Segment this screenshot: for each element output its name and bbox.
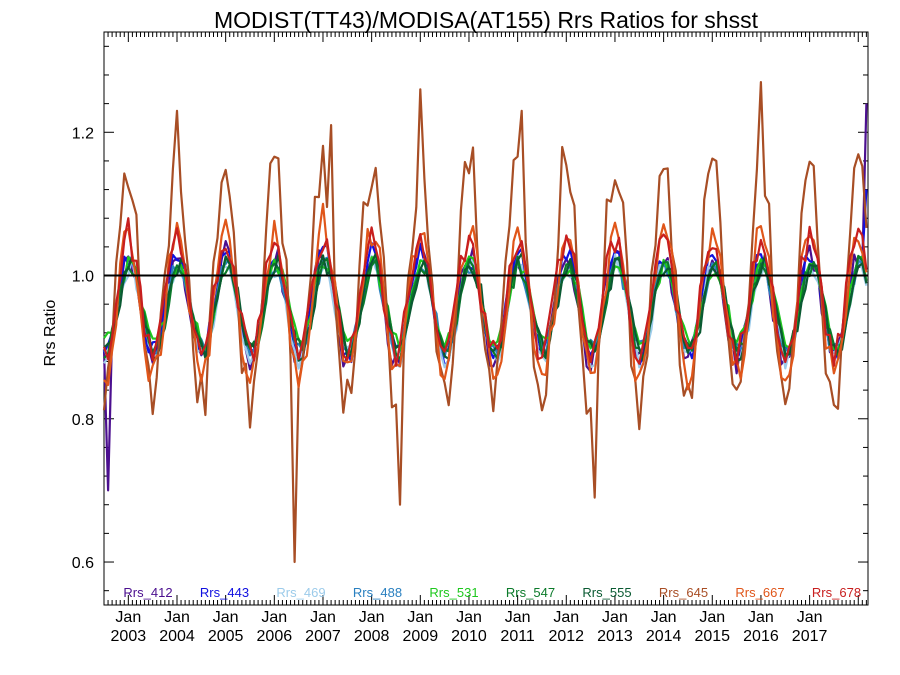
x-tick-year: 2010 <box>451 628 487 645</box>
legend-entry: Rrs_547 <box>506 585 555 600</box>
x-tick-month: Jan <box>115 609 141 626</box>
legend-entry: Rrs_443 <box>200 585 249 600</box>
x-tick-year: 2016 <box>743 628 779 645</box>
legend-entry: Rrs_667 <box>735 585 784 600</box>
series-line-rrs-645 <box>102 81 868 564</box>
plot-frame <box>103 31 869 606</box>
y-axis: 0.6 0.8 1.0 1.2 <box>72 45 868 592</box>
legend-entry: Rrs_645 <box>659 585 708 600</box>
legend-entry: Rrs_412 <box>123 585 172 600</box>
x-tick-month: Jan <box>456 609 482 626</box>
x-tick-month: Jan <box>797 609 823 626</box>
x-tick-month: Jan <box>213 609 239 626</box>
x-axis: Jan 2003 Jan 2004 Jan 2005 Jan 2006 Jan 2007 Jan 20… <box>103 32 867 645</box>
series-line-rrs-678 <box>102 217 868 367</box>
y-axis-label: Rrs Ratio <box>42 300 59 367</box>
x-tick-month: Jan <box>651 609 677 626</box>
x-tick-year: 2003 <box>111 628 147 645</box>
y-tick-label: 0.8 <box>72 412 94 429</box>
plot-border <box>103 31 869 606</box>
legend-entry: Rrs_555 <box>582 585 631 600</box>
x-tick-year: 2008 <box>354 628 390 645</box>
x-tick-month: Jan <box>553 609 579 626</box>
x-tick-month: Jan <box>602 609 628 626</box>
y-tick-label: 1.0 <box>72 269 94 286</box>
x-tick-year: 2014 <box>646 628 682 645</box>
y-tick-label: 1.2 <box>72 125 94 142</box>
x-tick-year: 2011 <box>500 628 535 645</box>
x-tick-month: Jan <box>359 609 385 626</box>
legend: Rrs_412 Rrs_443 Rrs_469 Rrs_488 Rrs_531 Rrs_5… <box>123 585 861 600</box>
x-tick-month: Jan <box>261 609 287 626</box>
x-tick-month: Jan <box>748 609 774 626</box>
x-tick-year: 2007 <box>305 628 341 645</box>
x-tick-year: 2004 <box>159 628 195 645</box>
x-tick-year: 2009 <box>403 628 439 645</box>
x-tick-year: 2006 <box>257 628 293 645</box>
x-tick-month: Jan <box>407 609 433 626</box>
x-tick-month: Jan <box>164 609 190 626</box>
series-layer <box>102 81 868 564</box>
y-tick-label: 0.6 <box>72 555 94 572</box>
x-tick-month: Jan <box>699 609 725 626</box>
x-tick-year: 2005 <box>208 628 244 645</box>
legend-entry: Rrs_678 <box>812 585 861 600</box>
legend-entry: Rrs_469 <box>276 585 325 600</box>
x-tick-year: 2017 <box>792 628 828 645</box>
x-tick-year: 2012 <box>548 628 584 645</box>
x-tick-month: Jan <box>310 609 336 626</box>
chart-title: MODIST(TT43)/MODISA(AT155) Rrs Ratios fo… <box>214 7 759 33</box>
x-tick-month: Jan <box>505 609 531 626</box>
legend-entry: Rrs_531 <box>429 585 478 600</box>
legend-entry: Rrs_488 <box>353 585 402 600</box>
x-tick-year: 2013 <box>597 628 633 645</box>
x-tick-year: 2015 <box>694 628 730 645</box>
